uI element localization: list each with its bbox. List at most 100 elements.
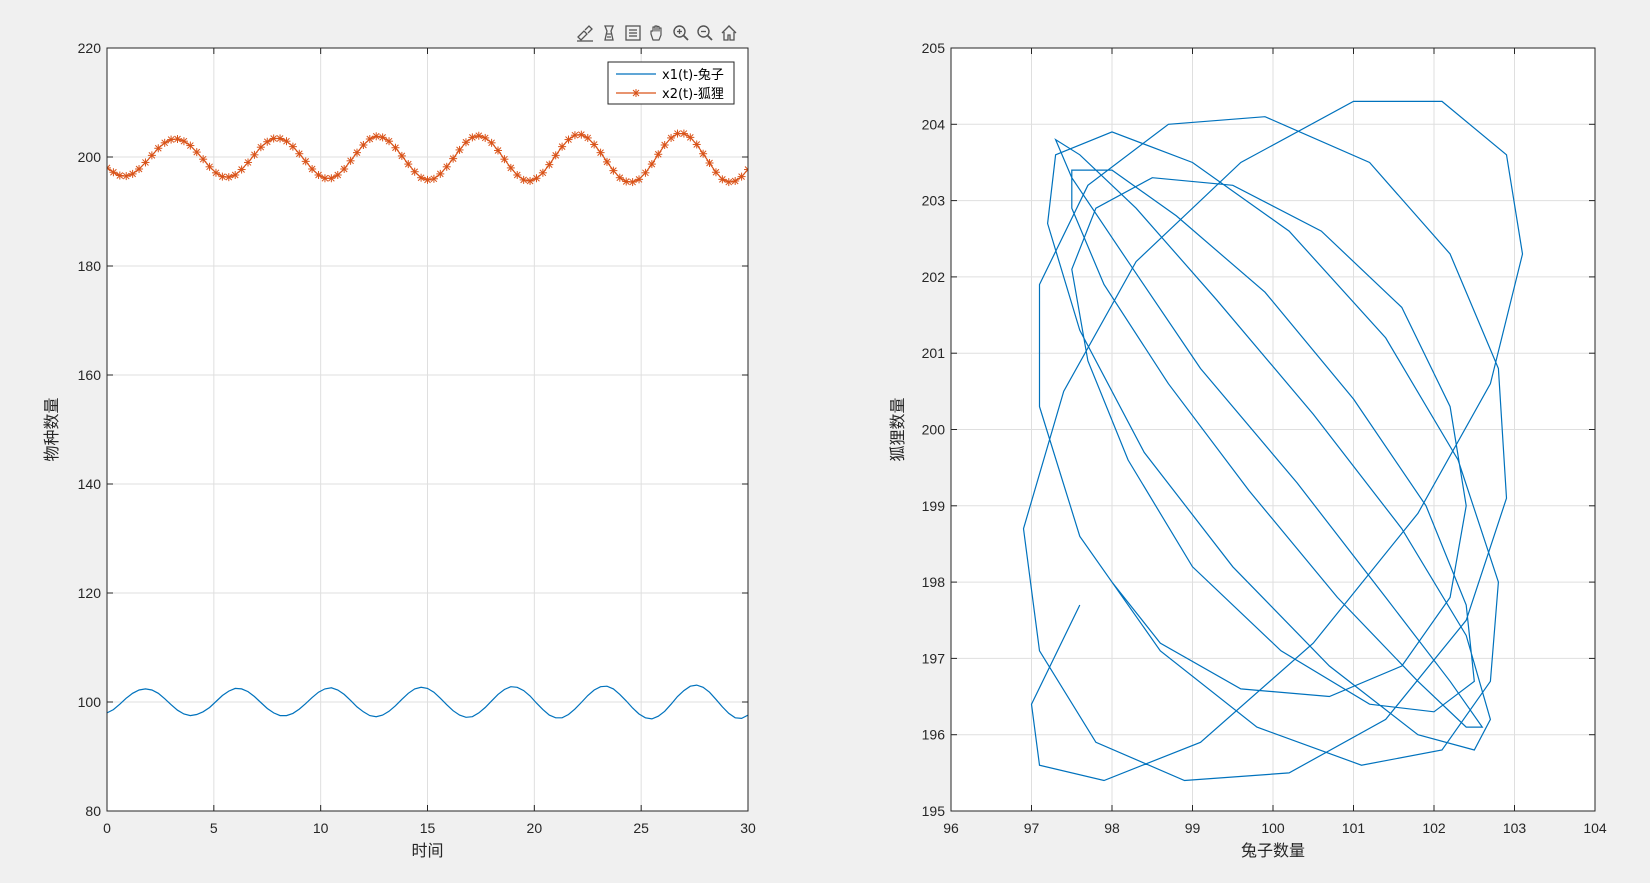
chart-0-series-1-point [538, 168, 547, 177]
chart-0-series-1-point [391, 143, 400, 152]
chart-0-series-1-point [378, 133, 387, 142]
zoom-in-icon[interactable] [670, 22, 692, 44]
chart-0-ytick-label: 120 [78, 585, 102, 601]
chart-1-ylabel: 狐狸数量 [888, 397, 907, 461]
chart-0-series-1-point [468, 133, 477, 142]
chart-0-series-1-point [211, 168, 220, 177]
chart-0-series-1-point [449, 154, 458, 163]
chart-0-series-1-point [205, 162, 214, 171]
chart-0-xtick-label: 30 [740, 820, 756, 836]
chart-0-series-1-point [596, 148, 605, 157]
chart-0-series-1-point [494, 146, 503, 155]
chart-0-series-1-point [135, 164, 144, 173]
chart-1-xtick-label: 101 [1342, 820, 1366, 836]
chart-0-series-1-point [346, 156, 355, 165]
chart-0-series-1-point [107, 163, 111, 172]
chart-0-series-1-point [224, 173, 233, 182]
chart-0-series-1-point [423, 175, 432, 184]
chart-0-ytick-label: 140 [78, 476, 102, 492]
chart-0-ylabel: 物种数量 [42, 397, 61, 461]
chart-0-series-1-point [487, 138, 496, 147]
chart-0-ytick-label: 180 [78, 258, 102, 274]
chart-0-series-1-point [192, 148, 201, 157]
chart-0-series-1-point [744, 165, 748, 174]
chart-0-series-1-point [455, 145, 464, 154]
pan-hand-icon[interactable] [646, 22, 668, 44]
chart-0-series-1 [107, 129, 748, 187]
chart-0-series-1-point [365, 135, 374, 144]
chart-0-series-1-point [532, 174, 541, 183]
chart-1-ytick-label: 204 [922, 116, 946, 132]
chart-1-axes[interactable]: 96 97 98 99 100 101 102 103 104 195 196 197 198 199 20… [888, 40, 1607, 860]
chart-0-series-1-point [314, 170, 323, 179]
chart-0-series-1-point [276, 134, 285, 143]
chart-0-series-1-point [359, 141, 368, 150]
chart-0-series-1-point [333, 170, 342, 179]
chart-0-series-1-point [699, 149, 708, 158]
chart-0-series-1-point [583, 133, 592, 142]
chart-0-series-1-point [173, 135, 182, 144]
chart-0-ytick-label: 100 [78, 694, 102, 710]
chart-0-series-1-point [167, 135, 176, 144]
chart-0-series-1-point [442, 162, 451, 171]
chart-0-series-1-point [737, 172, 746, 181]
chart-0-series-1-point [660, 141, 669, 150]
chart-0-ytick-label: 160 [78, 367, 102, 383]
axes-toolbar [574, 22, 740, 44]
chart-0-series-1-point [577, 130, 586, 139]
chart-0-series-0-line [107, 684, 748, 720]
chart-0-series-1-point [218, 172, 227, 181]
chart-0-axes[interactable]: 0 5 10 15 20 25 30 80 100 120 140 160 180 200 220 时间 物种数… [42, 40, 756, 860]
chart-0-series-1-point [724, 178, 733, 187]
home-restore-icon[interactable] [718, 22, 740, 44]
chart-0-series-1-point [673, 129, 682, 138]
chart-0-series-1-point [551, 151, 560, 160]
chart-0-ytick-label: 80 [85, 803, 101, 819]
chart-1-xtick-label: 96 [943, 820, 959, 836]
chart-0-series-1-point [628, 178, 637, 187]
chart-0-series-1-point [474, 131, 483, 140]
chart-1-ytick-label: 196 [922, 727, 946, 743]
chart-0-series-1-point [327, 174, 336, 183]
chart-1-xtick-label: 97 [1024, 820, 1040, 836]
chart-0-series-1-point [654, 150, 663, 159]
brush-data-icon[interactable] [574, 22, 596, 44]
data-cursor-icon[interactable] [598, 22, 620, 44]
chart-0-series-1-point [231, 170, 240, 179]
chart-1-ytick-label: 202 [922, 269, 946, 285]
chart-0-series-1-point [590, 140, 599, 149]
chart-0-series-1-point [128, 169, 137, 178]
chart-0-series-1-point [667, 133, 676, 142]
chart-0-series-1-point [141, 158, 150, 167]
chart-0-series-1-point [615, 173, 624, 182]
chart-0-series-1-point [122, 172, 131, 181]
chart-0-legend[interactable]: x1(t)-兔子 x2(t)-狐狸 [607, 61, 735, 105]
chart-0-series-1-point [295, 149, 304, 158]
chart-0-ytick-label: 220 [78, 40, 102, 56]
chart-0-series-1-point [160, 138, 169, 147]
chart-0-series-1-point [436, 169, 445, 178]
chart-0-series-1-point [115, 171, 124, 180]
chart-0-series-1-point [244, 158, 253, 167]
chart-0-series-1-point [686, 133, 695, 142]
chart-0-series-1-point [647, 160, 656, 169]
chart-1-ytick-label: 203 [922, 193, 946, 209]
chart-0-series-0 [107, 684, 748, 720]
chart-0-series-1-point [154, 144, 163, 153]
chart-1-xtick-label: 100 [1261, 820, 1285, 836]
chart-1-ytick-label: 197 [922, 650, 946, 666]
chart-0-legend-entry-1: x2(t)-狐狸 [616, 87, 724, 102]
chart-0-series-1-point [237, 165, 246, 174]
chart-0-series-1-point [385, 137, 394, 146]
chart-0-series-1-point [570, 131, 579, 140]
chart-0-series-1-point [705, 158, 714, 167]
chart-0-xtick-label: 25 [633, 820, 649, 836]
zoom-out-icon[interactable] [694, 22, 716, 44]
chart-0-series-1-point [282, 137, 291, 146]
chart-0-legend-box [607, 61, 735, 105]
chart-0-series-1-point [481, 133, 490, 142]
chart-0-series-1-point [545, 160, 554, 169]
chart-0-series-1-point [711, 168, 720, 177]
insert-legend-icon[interactable] [622, 22, 644, 44]
chart-1-xtick-label: 103 [1503, 820, 1527, 836]
